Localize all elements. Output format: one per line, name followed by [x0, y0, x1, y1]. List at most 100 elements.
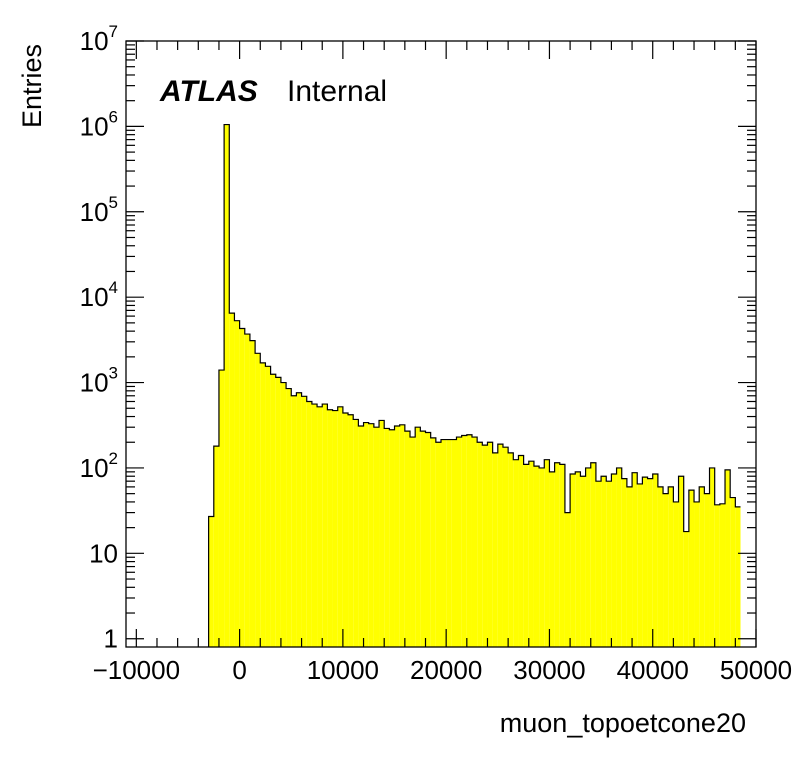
atlas-label: ATLAS	[159, 75, 258, 108]
histogram-bin	[554, 462, 560, 647]
histogram-bin	[730, 497, 736, 647]
histogram-bin	[621, 478, 627, 647]
histogram-bin	[218, 370, 225, 647]
histogram-bin	[435, 442, 441, 647]
histogram-bin	[358, 425, 364, 647]
y-tick-label: 103	[80, 364, 118, 398]
histogram-bin	[229, 313, 235, 647]
histogram-bin	[549, 471, 555, 647]
x-axis-title: muon_topoetcone20	[500, 708, 746, 738]
histogram-bin	[601, 476, 607, 647]
histogram-bin	[688, 490, 695, 647]
histogram-bin	[425, 432, 431, 647]
histogram-bin	[363, 422, 369, 647]
histogram-bin	[430, 437, 436, 647]
histogram-bin	[342, 413, 349, 647]
histogram-bin	[595, 481, 602, 647]
histogram-bin	[559, 464, 565, 647]
histogram-bin	[575, 471, 581, 647]
histogram-bin	[270, 374, 276, 647]
histogram-bin	[441, 439, 447, 647]
histogram-bin	[208, 516, 214, 647]
y-tick-label: 104	[80, 278, 118, 312]
histogram-bin	[626, 486, 633, 647]
histogram-bin	[280, 382, 287, 647]
histogram-bin	[533, 466, 540, 647]
histogram-bin	[311, 404, 318, 647]
histogram-bin	[502, 447, 509, 647]
histogram-bin	[709, 467, 715, 647]
y-tick-label: 102	[80, 449, 118, 483]
histogram-bin	[632, 472, 638, 647]
histogram-bin	[544, 459, 550, 647]
histogram-bin	[652, 473, 658, 647]
y-tick-label: 1	[104, 624, 118, 654]
histogram-bin	[224, 124, 230, 647]
histogram-bin	[451, 439, 457, 647]
plot-frame	[125, 40, 757, 648]
histogram-bin	[492, 452, 498, 647]
histogram-bin	[725, 469, 731, 647]
histogram-bin	[249, 340, 256, 647]
histogram-bin	[642, 477, 648, 647]
histogram-bin	[585, 467, 591, 647]
x-tick-label: 20000	[410, 655, 482, 685]
histogram-bin	[647, 478, 653, 647]
histogram-bin	[477, 442, 483, 647]
histogram-bin	[260, 362, 266, 647]
histogram-bin	[389, 429, 395, 647]
histogram-bin	[301, 396, 307, 647]
histogram-bin	[332, 410, 338, 647]
histogram-bin	[291, 395, 297, 647]
histogram-bin	[404, 431, 411, 647]
histogram-bin	[699, 486, 705, 647]
histogram-bin	[296, 392, 302, 647]
histogram-bin	[508, 452, 514, 647]
histogram-bin	[244, 334, 250, 647]
histogram-bin	[673, 501, 679, 647]
histogram-bin	[420, 431, 426, 647]
histogram-bin	[528, 461, 534, 647]
histogram-bin	[466, 434, 472, 647]
histogram-bin	[637, 483, 643, 647]
histogram-bin	[719, 503, 726, 647]
histogram-bin	[668, 486, 674, 647]
histogram-bin	[590, 462, 596, 647]
histogram-bin	[606, 481, 612, 647]
histogram-bin	[322, 404, 328, 647]
y-tick-label: 106	[80, 107, 118, 141]
histogram-bin	[461, 435, 467, 647]
histogram-bin	[683, 531, 689, 647]
histogram-bin	[394, 425, 400, 647]
x-tick-label: 0	[232, 655, 246, 685]
y-tick-label: 105	[80, 193, 118, 227]
histogram-bin	[327, 409, 333, 647]
histogram-bin	[286, 388, 292, 647]
x-tick-label: 10000	[307, 655, 379, 685]
histogram-bin	[694, 501, 700, 647]
histogram-bin	[518, 455, 524, 647]
histogram-bin	[213, 446, 219, 647]
y-tick-label: 10	[89, 538, 118, 568]
histogram-bin	[234, 320, 240, 647]
internal-label: Internal	[287, 75, 387, 108]
histogram-bin	[657, 486, 664, 647]
histogram-bin	[456, 437, 462, 647]
histogram-bin	[306, 401, 312, 647]
histogram-bin	[704, 493, 710, 647]
histogram-bin	[239, 328, 245, 647]
x-tick-label: 40000	[617, 655, 689, 685]
histogram-bin	[497, 444, 503, 647]
histogram-bin	[539, 467, 545, 647]
histogram-bin	[611, 473, 617, 647]
histogram-bin	[482, 445, 488, 647]
histogram-bin	[373, 427, 380, 647]
histogram-bin	[570, 473, 576, 647]
histogram-bin	[415, 427, 421, 647]
histogram-bin	[678, 476, 684, 647]
histogram-bin	[471, 437, 478, 647]
histogram-bin	[714, 504, 720, 647]
histogram-bin	[337, 406, 343, 647]
histogram-bin	[523, 464, 529, 647]
